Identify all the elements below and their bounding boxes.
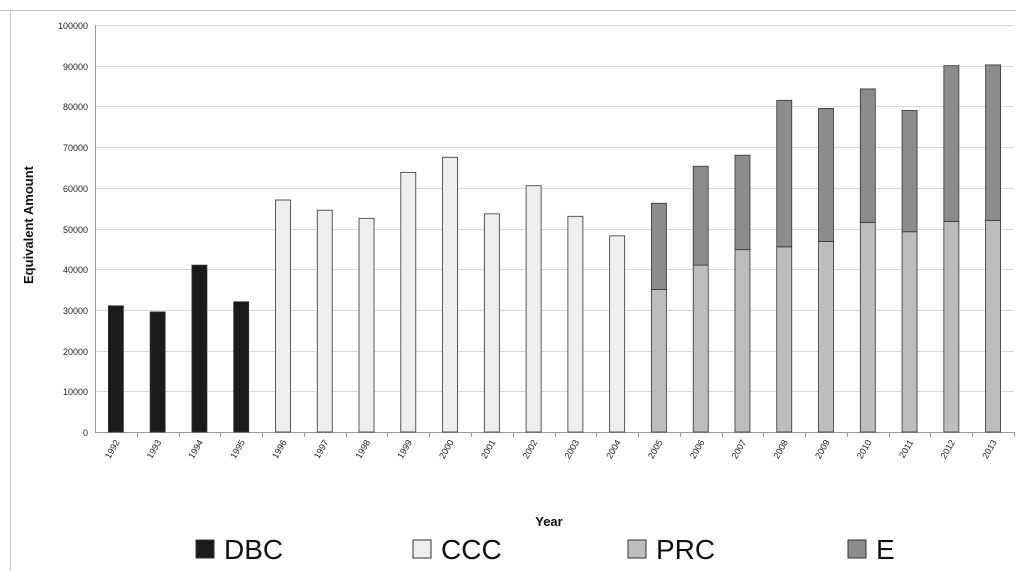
legend-swatch-ccc	[412, 539, 432, 559]
bar-e-2010	[859, 88, 876, 223]
bar-prc-2006	[692, 264, 709, 433]
legend-label-dbc: DBC	[224, 534, 283, 565]
legend-swatch-e	[847, 539, 867, 559]
bar-prc-2010	[859, 221, 876, 433]
bar-ccc-2002	[525, 185, 542, 433]
y-tick-label: 100000	[58, 21, 88, 31]
y-tick-label: 10000	[63, 387, 88, 397]
bar-e-2012	[943, 65, 960, 222]
bar-ccc-1997	[316, 209, 333, 433]
bar-e-2006	[692, 165, 709, 266]
legend: DBC CCC PRC E	[195, 534, 895, 565]
bar-ccc-1996	[275, 199, 291, 433]
y-tick-label: 90000	[63, 62, 88, 72]
x-axis-label: Year	[535, 514, 562, 529]
bar-ccc-2003	[567, 215, 584, 433]
y-tick-label: 40000	[63, 265, 88, 275]
bar-dbc-1992	[107, 305, 124, 433]
bar-ccc-2001	[483, 213, 500, 433]
bar-e-2011	[901, 110, 918, 233]
legend-label-e: E	[876, 534, 895, 565]
bar-e-2013	[985, 64, 1002, 221]
legend-label-ccc: CCC	[441, 534, 502, 565]
bar-prc-2009	[818, 241, 834, 433]
bars	[107, 64, 1002, 433]
legend-swatch-dbc	[195, 539, 215, 559]
bar-dbc-1995	[233, 301, 250, 433]
bar-ccc-2004	[609, 235, 626, 433]
y-tick-label: 0	[83, 428, 88, 438]
bar-prc-2008	[776, 246, 793, 433]
y-tick-label: 20000	[63, 347, 88, 357]
bar-ccc-1998	[358, 217, 375, 433]
bar-prc-2005	[651, 289, 667, 433]
bar-e-2007	[734, 154, 751, 251]
bar-e-2008	[776, 99, 793, 248]
bar-prc-2011	[901, 231, 918, 433]
bar-ccc-2000	[442, 156, 458, 433]
y-tick-labels: 0 10000 20000 30000 40000 50000 60000 70000 8000…	[58, 21, 88, 438]
legend-label-prc: PRC	[656, 534, 715, 565]
bar-e-2005	[651, 202, 667, 290]
y-tick-label: 70000	[63, 143, 88, 153]
y-tick-label: 50000	[63, 225, 88, 235]
bar-prc-2012	[943, 221, 960, 433]
y-axis-label: Equivalent Amount	[21, 165, 36, 284]
bar-ccc-1999	[400, 171, 417, 433]
legend-swatch-prc	[627, 539, 647, 559]
bar-prc-2007	[734, 249, 751, 433]
y-tick-label: 60000	[63, 184, 88, 194]
y-tick-label: 30000	[63, 306, 88, 316]
bar-dbc-1994	[191, 264, 208, 433]
bar-prc-2013	[985, 219, 1002, 433]
y-tick-label: 80000	[63, 102, 88, 112]
bar-e-2009	[818, 108, 834, 242]
bar-dbc-1993	[149, 311, 166, 433]
